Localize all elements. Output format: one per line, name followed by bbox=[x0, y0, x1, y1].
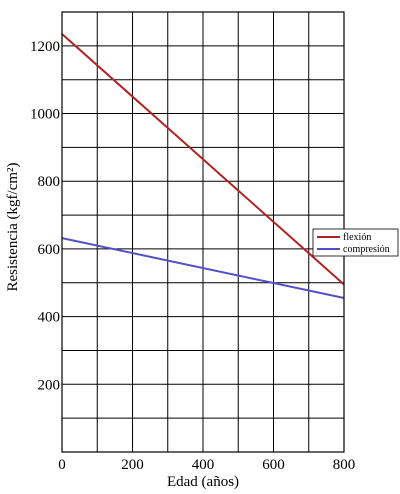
x-tick-labels: 0 200 400 600 800 bbox=[58, 457, 355, 473]
legend-box bbox=[312, 228, 399, 257]
x-tick-label: 200 bbox=[121, 457, 144, 473]
y-tick-label: 600 bbox=[38, 242, 61, 258]
x-tick-label: 400 bbox=[192, 457, 215, 473]
x-tick-label: 600 bbox=[262, 457, 285, 473]
grid-lines bbox=[62, 12, 344, 452]
x-axis-title: Edad (años) bbox=[167, 474, 239, 490]
series-line-1 bbox=[61, 237, 345, 299]
legend: flexión compresión bbox=[312, 228, 399, 257]
x-tick-label: 800 bbox=[333, 457, 356, 473]
y-tick-labels: 200 400 600 800 1000 1200 bbox=[30, 39, 60, 393]
y-tick-label: 200 bbox=[38, 377, 61, 393]
legend-label-flexion: flexión bbox=[343, 232, 371, 243]
y-tick-label: 400 bbox=[38, 310, 61, 326]
series-lines bbox=[61, 33, 345, 299]
y-tick-label: 800 bbox=[38, 174, 61, 190]
legend-label-compresion: compresión bbox=[343, 244, 390, 255]
x-tick-label: 0 bbox=[58, 457, 66, 473]
y-axis-title: Resistencia (kgf/cm²) bbox=[5, 162, 21, 291]
y-tick-label: 1200 bbox=[30, 39, 60, 55]
series-line-0 bbox=[61, 33, 345, 286]
y-tick-label: 1000 bbox=[30, 107, 60, 123]
